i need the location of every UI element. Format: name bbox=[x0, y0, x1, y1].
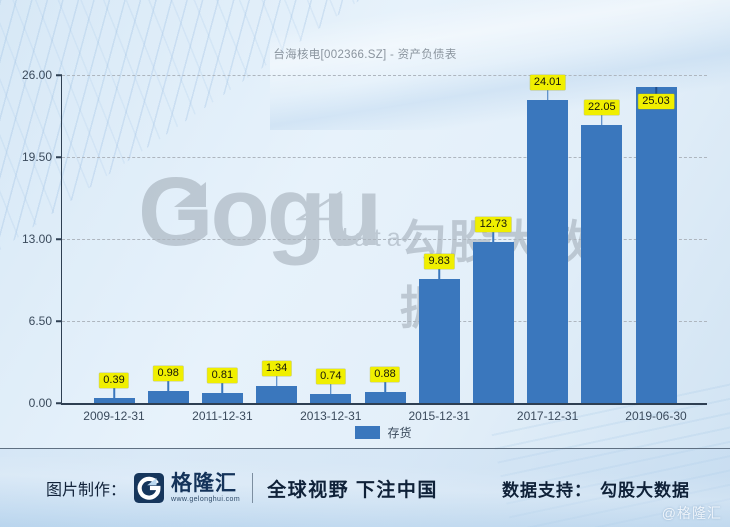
bar-value-label: 0.74 bbox=[316, 368, 346, 384]
watermark-sub-text: data bbox=[334, 224, 407, 252]
bar bbox=[93, 398, 135, 403]
bar bbox=[147, 390, 189, 403]
legend-swatch bbox=[355, 426, 381, 439]
bar bbox=[364, 391, 406, 403]
bar-value-label: 0.39 bbox=[99, 373, 129, 389]
bar bbox=[527, 100, 569, 403]
chart-title: 台海核电[002366.SZ] - 资产负债表 bbox=[273, 49, 457, 61]
bar-value-label: 9.83 bbox=[424, 254, 454, 269]
x-tick-label: 2015-12-31 bbox=[408, 409, 470, 423]
bar bbox=[256, 386, 298, 403]
data-support-value: 勾股大数据 bbox=[600, 480, 690, 500]
bar-value-label: 0.88 bbox=[370, 366, 400, 382]
bar bbox=[581, 124, 623, 403]
y-tick-mark bbox=[56, 156, 62, 158]
bar-value-label: 0.98 bbox=[153, 365, 183, 381]
bar bbox=[418, 279, 460, 403]
bar bbox=[310, 393, 352, 403]
gelonghui-logo-text: 格隆汇 www.gelonghui.com bbox=[171, 473, 240, 503]
x-tick-label: 2019-06-30 bbox=[625, 409, 687, 423]
gelonghui-logo: 格隆汇 www.gelonghui.com bbox=[134, 473, 240, 503]
bar bbox=[472, 242, 514, 403]
bar-value-label: 25.03 bbox=[638, 94, 674, 110]
y-tick-mark bbox=[56, 74, 62, 76]
footer-bar: 图片制作： 格隆汇 www.gelonghui.com 全球视野 下注中国 数据… bbox=[0, 448, 730, 527]
bar bbox=[635, 87, 677, 403]
y-tick-mark bbox=[56, 320, 62, 322]
y-tick-label: 13.00 bbox=[21, 232, 52, 246]
corner-watermark: @格隆汇 bbox=[661, 505, 722, 521]
x-tick-label: 2017-12-31 bbox=[516, 409, 579, 423]
bar-label-connector bbox=[438, 269, 440, 279]
footer-divider bbox=[252, 473, 254, 503]
data-support: 数据支持： 勾股大数据 bbox=[502, 476, 690, 501]
gelonghui-logo-url: www.gelonghui.com bbox=[171, 496, 241, 503]
bar-label-connector bbox=[113, 388, 115, 399]
bar-label-connector bbox=[601, 114, 603, 125]
y-tick-label: 26.00 bbox=[21, 68, 52, 82]
bar-value-label: 12.73 bbox=[475, 217, 512, 233]
footer-slogan: 全球视野 下注中国 bbox=[267, 479, 438, 501]
bar-label-connector bbox=[275, 376, 278, 387]
bar-label-connector bbox=[546, 90, 549, 101]
y-tick-label: 6.50 bbox=[28, 314, 52, 328]
bar bbox=[201, 392, 243, 403]
bar-label-connector bbox=[384, 381, 386, 392]
bar-value-label: 0.81 bbox=[207, 367, 238, 383]
legend: 存货 bbox=[61, 424, 706, 441]
data-support-label: 数据支持： bbox=[502, 480, 592, 500]
gridline bbox=[62, 239, 707, 240]
gelonghui-logo-icon bbox=[134, 473, 165, 503]
bar-value-label: 1.34 bbox=[261, 361, 292, 377]
x-tick-label: 2009-12-31 bbox=[83, 409, 145, 423]
bar-label-connector bbox=[492, 232, 495, 243]
bar-label-connector bbox=[655, 87, 657, 95]
gridline bbox=[62, 321, 707, 322]
x-tick-label: 2011-12-31 bbox=[192, 409, 253, 423]
watermark-brand-text: Gogu bbox=[138, 157, 382, 266]
y-tick-label: 19.50 bbox=[21, 150, 52, 164]
bar-label-connector bbox=[167, 380, 169, 391]
watermark-triangle-icon bbox=[296, 190, 342, 221]
made-by-label: 图片制作： bbox=[46, 482, 127, 499]
bar-label-connector bbox=[221, 382, 224, 393]
y-tick-mark bbox=[56, 238, 62, 240]
y-tick-label: 0.00 bbox=[28, 396, 52, 410]
gridline bbox=[62, 157, 707, 158]
bar-label-connector bbox=[330, 383, 332, 394]
x-tick-label: 2013-12-31 bbox=[300, 409, 362, 423]
y-tick-mark bbox=[56, 402, 62, 404]
gelonghui-logo-name: 格隆汇 bbox=[171, 472, 238, 495]
plot-area: 0.00 6.50 13.00 19.50 26.00 0.39 2009-12-31 0.9… bbox=[22, 68, 707, 423]
gridline bbox=[62, 75, 707, 76]
legend-label: 存货 bbox=[387, 426, 412, 440]
bar-value-label: 22.05 bbox=[584, 99, 620, 115]
bar-value-label: 24.01 bbox=[529, 75, 566, 91]
